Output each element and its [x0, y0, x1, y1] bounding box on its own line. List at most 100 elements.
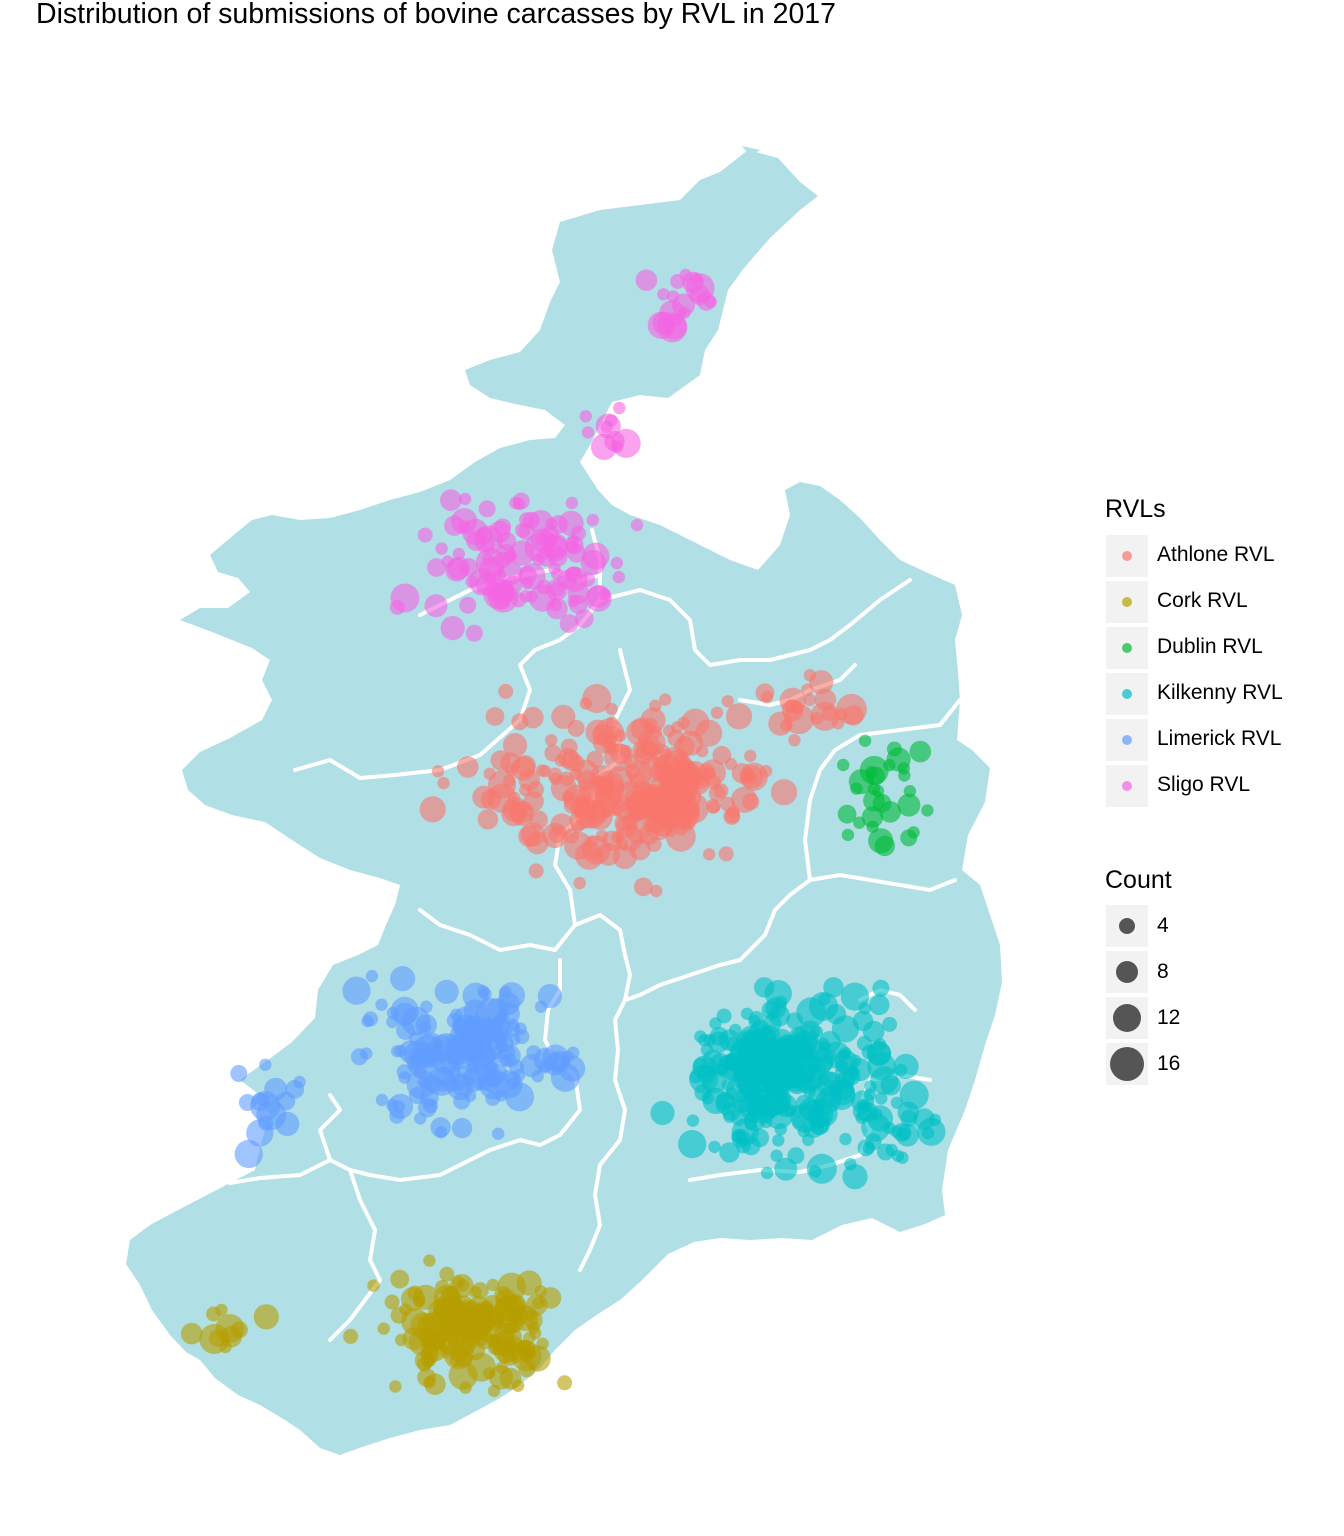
- submission-point-sligo-rvl: [605, 414, 617, 426]
- submission-point-kilkenny-rvl: [791, 1104, 820, 1133]
- submission-point-athlone-rvl: [731, 787, 757, 813]
- submission-point-cork-rvl: [557, 1375, 572, 1390]
- submission-point-limerick-rvl: [435, 980, 459, 1004]
- submission-point-athlone-rvl: [671, 721, 683, 733]
- submission-point-cork-rvl: [525, 1345, 551, 1371]
- submission-point-dublin-rvl: [883, 759, 895, 771]
- size-legend-title: Count: [1105, 866, 1172, 895]
- submission-point-kilkenny-rvl: [809, 992, 838, 1021]
- submission-point-athlone-rvl: [650, 885, 662, 897]
- submission-point-sligo-rvl: [441, 616, 465, 640]
- submission-point-limerick-rvl: [394, 1045, 406, 1057]
- submission-point-kilkenny-rvl: [754, 977, 774, 997]
- submission-point-dublin-rvl: [850, 782, 862, 794]
- submission-point-cork-rvl: [400, 1303, 412, 1315]
- submission-point-athlone-rvl: [580, 697, 592, 709]
- submission-point-sligo-rvl: [636, 269, 658, 291]
- size-key: [1106, 997, 1148, 1039]
- submission-point-cork-rvl: [487, 1334, 499, 1346]
- submission-point-kilkenny-rvl: [736, 1138, 751, 1153]
- submission-point-kilkenny-rvl: [772, 1134, 784, 1146]
- submission-point-cork-rvl: [219, 1341, 231, 1353]
- submission-point-limerick-rvl: [259, 1059, 271, 1071]
- submission-point-cork-rvl: [254, 1304, 279, 1329]
- submission-point-athlone-rvl: [771, 779, 797, 805]
- submission-point-athlone-rvl: [836, 694, 867, 725]
- submission-point-athlone-rvl: [579, 780, 591, 792]
- submission-point-dublin-rvl: [859, 735, 871, 747]
- submission-point-athlone-rvl: [522, 707, 544, 729]
- legend-label: Limerick RVL: [1157, 727, 1281, 751]
- size-key: [1106, 1043, 1148, 1085]
- legend-label: Cork RVL: [1157, 589, 1248, 613]
- submission-point-sligo-rvl: [466, 576, 478, 588]
- submission-point-athlone-rvl: [590, 776, 602, 788]
- submission-point-limerick-rvl: [495, 1089, 507, 1101]
- submission-point-sligo-rvl: [697, 292, 716, 311]
- submission-point-limerick-rvl: [394, 1003, 417, 1026]
- submission-point-cork-rvl: [447, 1316, 459, 1328]
- submission-point-dublin-rvl: [900, 829, 917, 846]
- submission-point-kilkenny-rvl: [787, 1147, 804, 1164]
- submission-point-athlone-rvl: [568, 720, 585, 737]
- submission-point-athlone-rvl: [704, 767, 716, 779]
- legend-key-cork-rvl: [1106, 581, 1148, 623]
- submission-point-sligo-rvl: [425, 594, 448, 617]
- submission-point-limerick-rvl: [452, 1118, 472, 1138]
- submission-point-kilkenny-rvl: [875, 1092, 887, 1104]
- submission-point-kilkenny-rvl: [770, 1029, 793, 1052]
- submission-point-athlone-rvl: [491, 750, 511, 770]
- submission-point-athlone-rvl: [481, 789, 501, 809]
- submission-point-kilkenny-rvl: [869, 995, 889, 1015]
- submission-point-athlone-rvl: [815, 689, 837, 711]
- submission-point-kilkenny-rvl: [863, 1021, 885, 1043]
- size-label: 4: [1157, 914, 1169, 938]
- submission-point-limerick-rvl: [362, 1015, 374, 1027]
- submission-point-athlone-rvl: [498, 684, 513, 699]
- submission-point-limerick-rvl: [366, 970, 378, 982]
- submission-point-cork-rvl: [459, 1382, 471, 1394]
- submission-point-sligo-rvl: [582, 426, 594, 438]
- legend-key-dublin-rvl: [1106, 627, 1148, 669]
- submission-point-athlone-rvl: [478, 809, 498, 829]
- legend-dot: [1122, 781, 1132, 791]
- submission-point-sligo-rvl: [631, 519, 643, 531]
- size-key: [1106, 905, 1148, 947]
- submission-point-limerick-rvl: [505, 1082, 534, 1111]
- submission-point-sligo-rvl: [667, 290, 679, 302]
- submission-point-sligo-rvl: [613, 571, 625, 583]
- submission-point-athlone-rvl: [784, 704, 814, 734]
- submission-point-dublin-rvl: [898, 762, 910, 774]
- submission-point-dublin-rvl: [904, 785, 916, 797]
- submission-point-limerick-rvl: [430, 1117, 450, 1137]
- submission-point-limerick-rvl: [450, 1009, 462, 1021]
- submission-point-cork-rvl: [367, 1279, 379, 1291]
- legend-key-sligo-rvl: [1106, 765, 1148, 807]
- submission-point-athlone-rvl: [634, 878, 653, 897]
- legend-label: Dublin RVL: [1157, 635, 1263, 659]
- submission-point-cork-rvl: [343, 1329, 358, 1344]
- submission-point-cork-rvl: [504, 1294, 527, 1317]
- submission-point-athlone-rvl: [457, 756, 479, 778]
- submission-point-limerick-rvl: [264, 1078, 287, 1101]
- legend-label: Sligo RVL: [1157, 773, 1250, 797]
- submission-point-athlone-rvl: [529, 863, 544, 878]
- submission-point-kilkenny-rvl: [851, 1090, 874, 1113]
- submission-point-athlone-rvl: [575, 842, 603, 870]
- submission-point-sligo-rvl: [440, 489, 462, 511]
- submission-point-limerick-rvl: [351, 1048, 368, 1065]
- submission-point-athlone-rvl: [501, 802, 525, 826]
- size-key: [1106, 951, 1148, 993]
- submission-point-sligo-rvl: [453, 548, 465, 560]
- submission-point-cork-rvl: [181, 1323, 203, 1345]
- submission-point-kilkenny-rvl: [701, 1044, 713, 1056]
- submission-point-dublin-rvl: [910, 741, 932, 763]
- submission-point-athlone-rvl: [432, 765, 444, 777]
- submission-point-sligo-rvl: [519, 563, 545, 589]
- submission-point-kilkenny-rvl: [778, 1076, 793, 1091]
- submission-point-athlone-rvl: [529, 810, 548, 829]
- submission-point-athlone-rvl: [585, 720, 610, 745]
- submission-point-kilkenny-rvl: [741, 1008, 753, 1020]
- submission-point-kilkenny-rvl: [811, 1026, 823, 1038]
- submission-point-kilkenny-rvl: [794, 1036, 806, 1048]
